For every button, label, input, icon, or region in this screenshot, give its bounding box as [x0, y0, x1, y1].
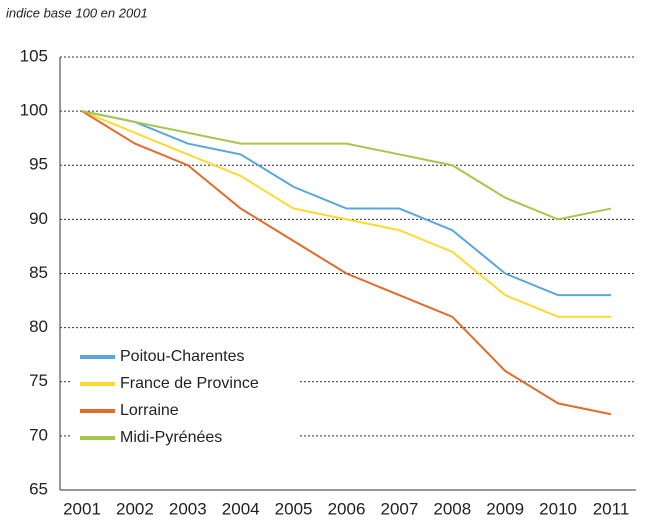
y-tick-label: 95: [29, 155, 48, 174]
y-tick-label: 100: [20, 101, 48, 120]
y-tick-label: 85: [29, 263, 48, 282]
x-tick-label: 2010: [539, 499, 577, 518]
x-tick-label: 2001: [63, 499, 101, 518]
series-line: [81, 110, 612, 416]
x-tick-label: 2005: [275, 499, 313, 518]
series-line: [81, 110, 611, 297]
series-line: [81, 110, 612, 221]
series-line: [81, 110, 611, 318]
y-tick-label: 70: [29, 425, 48, 444]
x-tick-label: 2002: [116, 499, 154, 518]
x-tick-label: 2007: [380, 499, 418, 518]
x-tick-label: 2008: [433, 499, 471, 518]
x-tick-label: 2006: [328, 499, 366, 518]
legend-label: Midi-Pyrénées: [120, 429, 222, 446]
x-tick-label: 2004: [222, 499, 260, 518]
x-tick-label: 2009: [486, 499, 524, 518]
legend-label: France de Province: [120, 375, 259, 392]
x-tick-label: 2003: [169, 499, 207, 518]
chart-subtitle: indice base 100 en 2001: [6, 5, 148, 20]
legend-label: Lorraine: [120, 402, 179, 419]
legend-label: Poitou-Charentes: [120, 348, 245, 365]
y-tick-label: 75: [29, 371, 48, 390]
y-tick-label: 65: [29, 479, 48, 498]
y-tick-label: 80: [29, 317, 48, 336]
x-tick-label: 2011: [593, 499, 630, 518]
y-tick-label: 105: [20, 46, 48, 65]
y-tick-label: 90: [29, 209, 48, 228]
